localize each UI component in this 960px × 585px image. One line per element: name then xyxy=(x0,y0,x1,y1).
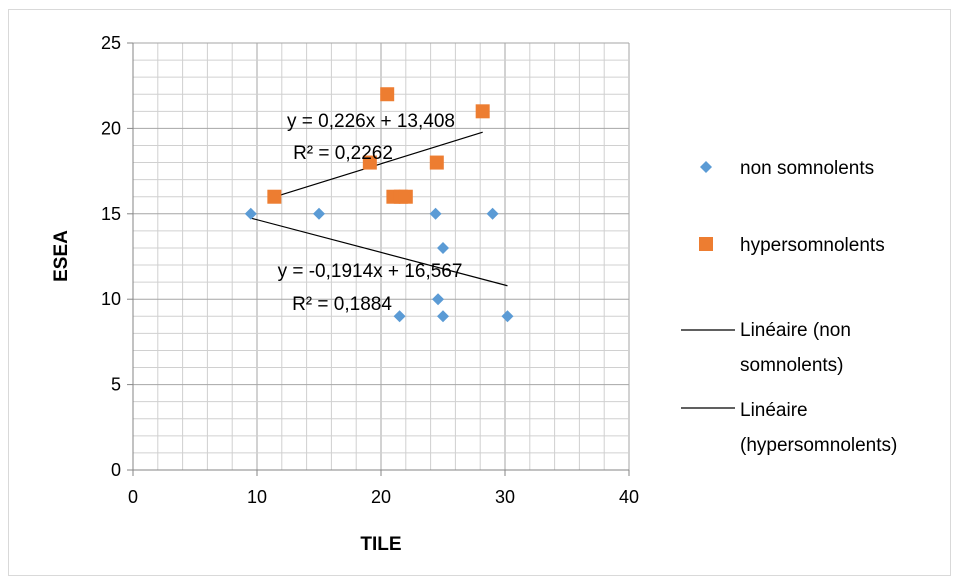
trendline-hypersomnolents xyxy=(274,131,483,198)
tick-labels: 0 10 20 30 40 0 5 10 15 20 25 xyxy=(101,33,639,507)
point-non-somnolents xyxy=(501,310,514,323)
point-non-somnolents xyxy=(244,207,257,220)
point-hypersomnolents xyxy=(398,189,413,204)
x-tick-label: 10 xyxy=(247,487,267,507)
x-tick-label: 20 xyxy=(371,487,391,507)
y-tick-label: 20 xyxy=(101,118,121,138)
point-non-somnolents xyxy=(313,207,325,220)
chart-frame xyxy=(8,9,951,576)
legend-marker-non-somnolents xyxy=(700,161,712,173)
legend-label-trend-line2: somnolents) xyxy=(740,355,844,376)
y-tick-label: 5 xyxy=(111,375,121,395)
legend-label-hypersomnolents: hypersomnolents xyxy=(740,235,885,256)
point-hypersomnolents xyxy=(475,104,490,119)
legend-marker-hypersomnolents xyxy=(699,237,713,251)
trendline-labels: y = -0,1914x + 16,567 R² = 0,1884 y = 0,22… xyxy=(278,111,463,315)
y-axis-title: ESEA xyxy=(51,230,72,282)
trendlines xyxy=(250,131,508,287)
trendline-non-somnolents xyxy=(250,217,508,287)
point-hypersomnolents xyxy=(380,87,395,102)
legend-label-trend-line1: Linéaire xyxy=(740,400,808,421)
point-non-somnolents xyxy=(437,241,449,254)
point-non-somnolents xyxy=(432,293,445,306)
legend: non somnolents hypersomnolents Linéaire (n… xyxy=(681,158,897,456)
point-non-somnolents xyxy=(437,310,449,323)
x-axis-title: TILE xyxy=(360,534,401,555)
trendline-r2: R² = 0,1884 xyxy=(292,294,392,315)
x-tick-label: 0 xyxy=(128,487,138,507)
point-hypersomnolents xyxy=(429,155,444,170)
trendline-equation: y = 0,226x + 13,408 xyxy=(287,111,455,132)
legend-label-trend-line2: (hypersomnolents) xyxy=(740,435,897,456)
axes xyxy=(127,42,630,476)
x-tick-label: 40 xyxy=(619,487,639,507)
y-tick-label: 10 xyxy=(101,289,121,309)
data-points xyxy=(244,87,514,323)
grid xyxy=(132,42,630,471)
point-non-somnolents xyxy=(393,310,406,323)
y-tick-label: 0 xyxy=(111,460,121,480)
trendline-r2: R² = 0,2262 xyxy=(293,143,393,164)
x-tick-label: 30 xyxy=(495,487,515,507)
point-non-somnolents xyxy=(486,207,499,220)
legend-label-non-somnolents: non somnolents xyxy=(740,158,874,179)
point-non-somnolents xyxy=(429,207,442,220)
y-tick-label: 15 xyxy=(101,204,121,224)
point-hypersomnolents xyxy=(362,155,377,170)
point-hypersomnolents xyxy=(267,189,282,204)
legend-label-trend-line1: Linéaire (non xyxy=(740,320,851,341)
y-tick-label: 25 xyxy=(101,33,121,53)
trendline-equation: y = -0,1914x + 16,567 xyxy=(278,261,463,282)
